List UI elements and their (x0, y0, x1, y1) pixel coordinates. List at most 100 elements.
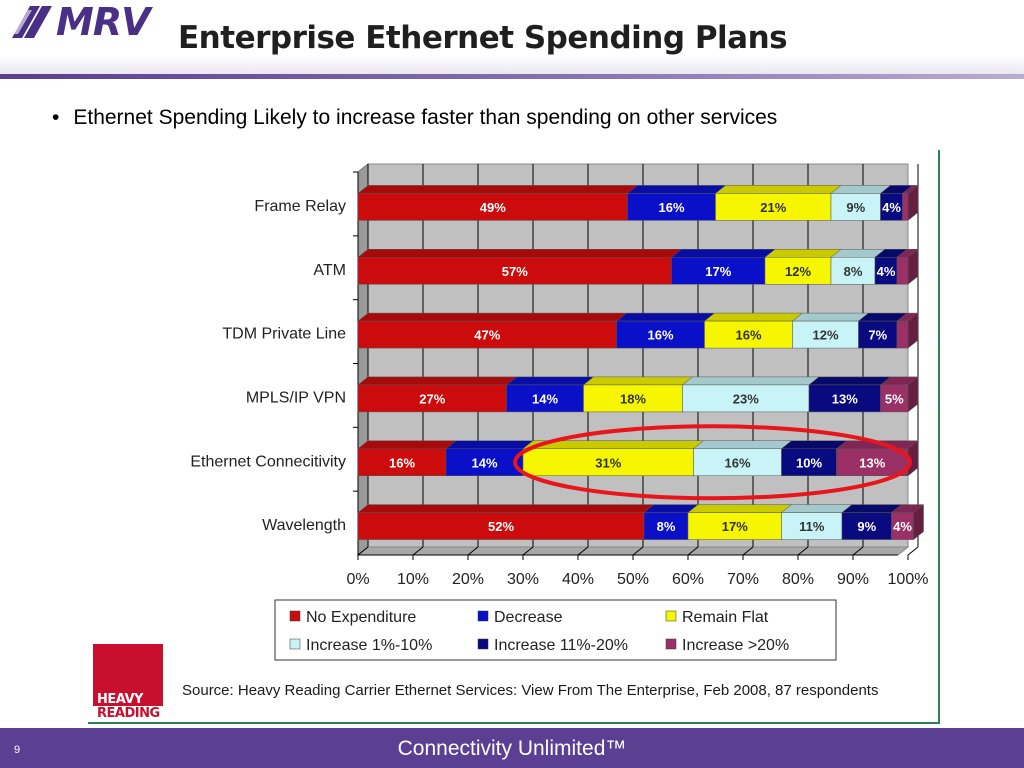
bar-segment (902, 193, 909, 221)
y-tick-label: ATM (313, 262, 346, 279)
page-number: 9 (14, 744, 21, 756)
legend-label: Increase >20% (682, 637, 789, 654)
chart-frame (88, 150, 940, 724)
stacked-bar-chart: 0% 10% 20% 30% 40% 50% 60% 70% 80% 90% 100% Frame R… (190, 162, 929, 661)
legend-swatch (289, 638, 301, 650)
logo-line1: HEAVY (97, 692, 143, 707)
gridline-floor (412, 546, 424, 556)
data-label: 16% (735, 328, 761, 343)
data-label: 10% (796, 455, 822, 470)
bar-segment-top (687, 504, 793, 513)
data-label: 23% (733, 391, 759, 406)
data-label: 13% (832, 391, 858, 406)
data-label: 7% (868, 328, 887, 343)
data-label: 27% (419, 391, 445, 406)
legend-label: Remain Flat (682, 609, 769, 626)
plot-floor (356, 546, 910, 556)
data-label: 12% (812, 328, 838, 343)
legend-swatch (477, 638, 489, 650)
bar-segment (836, 448, 909, 476)
bar-segment-top (357, 440, 457, 449)
logo-text: MRV (56, 0, 150, 44)
data-label: 47% (474, 328, 500, 343)
slide-footer: 9 Connectivity Unlimited™ (0, 728, 1024, 768)
bar-segment (357, 448, 447, 476)
bar-segment (858, 320, 898, 349)
legend-box (274, 599, 837, 661)
bar-segment (781, 448, 837, 476)
bar-segment-top (714, 185, 842, 194)
bar-segment (583, 384, 683, 413)
data-label: 4% (877, 264, 896, 279)
bar-segment (841, 512, 892, 540)
legend-label: No Expenditure (306, 609, 416, 626)
bar-segment-top (764, 249, 842, 258)
bar-segment-end (907, 376, 919, 413)
footer-tagline: Connectivity Unlimited™ (397, 737, 627, 760)
data-label: 16% (724, 455, 750, 470)
bar-segment (704, 320, 793, 349)
gridline-floor (632, 546, 644, 556)
bar-segment-top (357, 312, 628, 322)
data-label: 13% (859, 455, 885, 470)
data-label: 16% (647, 328, 673, 343)
legend-swatch (665, 610, 677, 622)
data-label: 21% (760, 200, 786, 215)
x-tick-label: 60% (672, 571, 704, 588)
data-label: 4% (882, 200, 901, 215)
data-label: 16% (658, 200, 684, 215)
x-tick-label: 50% (617, 571, 649, 588)
bullet-point: • Ethernet Spending Likely to increase fa… (52, 106, 777, 130)
data-label: 31% (595, 455, 621, 470)
plot-side-wall (357, 162, 369, 557)
bar-segment (682, 384, 810, 413)
bar-segment-top (830, 185, 892, 194)
bar-segment-top (670, 249, 776, 258)
data-label: 16% (389, 455, 415, 470)
bar-segment-end (907, 312, 919, 349)
x-tick-label: 40% (562, 571, 594, 588)
legend-label: Increase 1%-10% (306, 637, 432, 654)
bar-segment (357, 257, 672, 285)
x-tick-label: 10% (397, 571, 429, 588)
legend-swatch (665, 638, 677, 650)
x-tick-label: 100% (888, 571, 929, 588)
header-rule (0, 74, 1024, 79)
data-label: 9% (857, 519, 876, 534)
data-label: 8% (844, 264, 863, 279)
data-label: 57% (502, 264, 528, 279)
bar-segment (715, 193, 832, 221)
data-label: 14% (471, 455, 497, 470)
logo-band (93, 706, 163, 719)
bar-segment (896, 257, 909, 285)
bar-segment (445, 448, 524, 476)
data-label: 17% (705, 264, 731, 279)
logo-line2: READING (97, 706, 160, 721)
bar-segment (627, 193, 716, 221)
heavy-reading-logo: HEAVY READING (93, 644, 163, 721)
data-label: 52% (488, 519, 514, 534)
data-label: 4% (893, 519, 912, 534)
bar-segment-top (615, 312, 716, 322)
bar-segment (830, 193, 881, 221)
gridline-floor (577, 546, 589, 556)
y-tick-label: Ethernet Connecitivity (190, 453, 346, 470)
bar-segment-top (626, 185, 727, 194)
bar-segment (896, 320, 909, 349)
y-tick-label: MPLS/IP VPN (246, 389, 346, 406)
bar-segment-top (357, 376, 518, 386)
data-label: 12% (785, 264, 811, 279)
bar-segment (781, 512, 843, 540)
bar-segment-top (357, 249, 683, 258)
x-tick-label: 20% (452, 571, 484, 588)
bar-segment-top (357, 185, 639, 194)
bar-segment-top (780, 504, 853, 513)
y-tick-label: Wavelength (262, 517, 346, 534)
page-title: Enterprise Ethernet Spending Plans (178, 20, 788, 56)
x-tick-label: 0% (346, 571, 369, 588)
bar-segment (693, 448, 782, 476)
mrv-logo: MRV (10, 0, 150, 44)
bar-segment-end (913, 504, 924, 541)
legend-swatch (477, 610, 489, 622)
data-label: 5% (885, 391, 904, 406)
